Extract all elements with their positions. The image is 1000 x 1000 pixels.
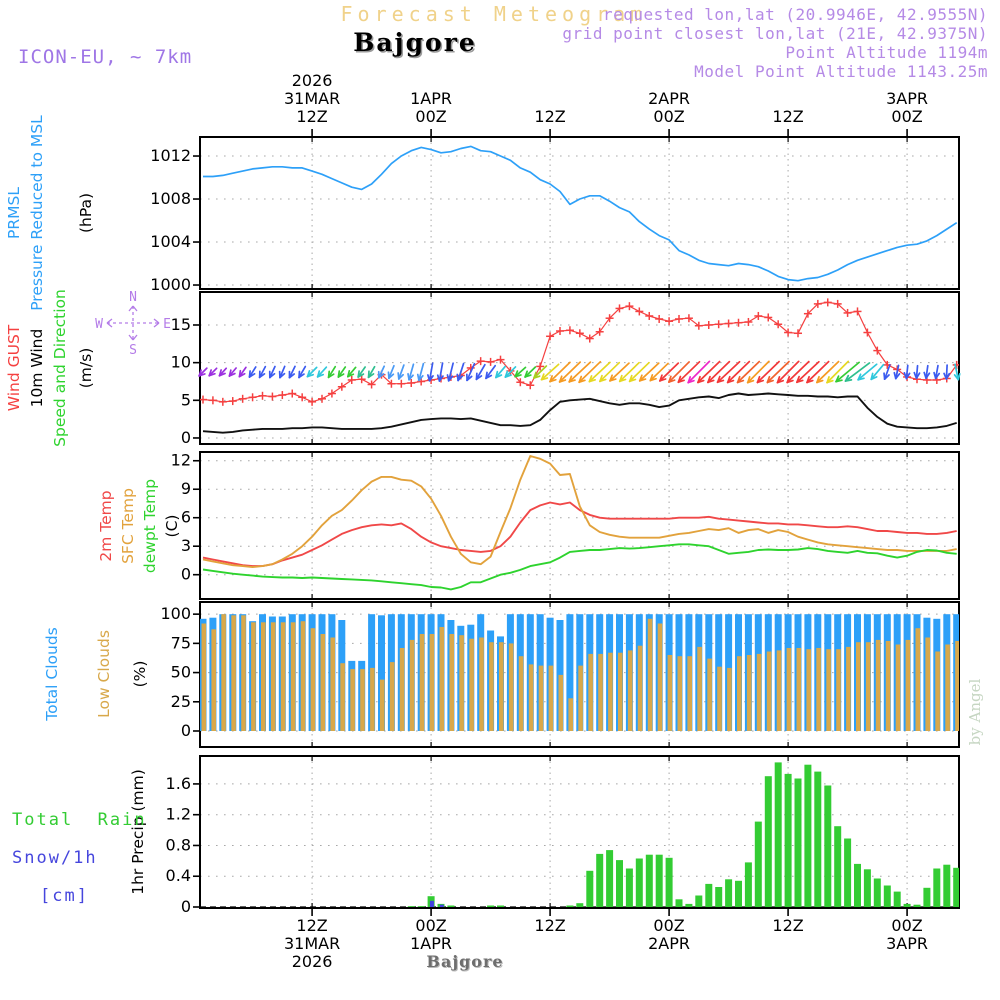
compass-north-label: N bbox=[129, 290, 137, 305]
bottom-date-label: 1APR bbox=[410, 934, 452, 953]
speed-direction-label: Speed and Direction bbox=[51, 289, 69, 447]
temperature-panel: 0 3 6 9 12 bbox=[171, 451, 960, 600]
top-date-label: 31MAR bbox=[284, 89, 340, 108]
percent-unit-label: (%) bbox=[131, 660, 149, 688]
prmsl-line bbox=[203, 145, 958, 282]
top-hour-label: 12Z bbox=[772, 107, 803, 126]
precip-y-tick-label: 0.4 bbox=[166, 866, 191, 885]
hpa-unit-label: (hPa) bbox=[77, 192, 95, 234]
top-year-label: 2026 bbox=[292, 71, 333, 90]
requested-coords-label: requested lon,lat (20.9946E, 42.9555N) bbox=[602, 5, 988, 24]
pressure-y-tick-label: 1004 bbox=[150, 232, 191, 251]
total-rain-label: Total Rain bbox=[12, 810, 147, 830]
10m-wind-line bbox=[202, 392, 957, 434]
temperature-y-tick-label: 12 bbox=[171, 451, 191, 470]
total-clouds-label: Total Clouds bbox=[43, 627, 61, 721]
precip-y-tick-label: 0.8 bbox=[166, 835, 191, 854]
compass-west-label: W bbox=[95, 317, 103, 332]
top-hour-label: 12Z bbox=[296, 107, 327, 126]
compass-south-label: S bbox=[129, 343, 137, 358]
temperature-y-tick-label: 9 bbox=[181, 479, 191, 498]
page-watermark-title: Forecast Meteogram bbox=[340, 2, 648, 26]
prmsl-label: PRMSL bbox=[5, 187, 23, 239]
sfc-temp-label: SFC Temp bbox=[119, 488, 137, 564]
model-label: ICON-EU, ~ 7km bbox=[18, 46, 193, 68]
2m-temp-line bbox=[202, 501, 957, 568]
pressure-y-tick-label: 1008 bbox=[150, 189, 191, 208]
model-altitude-label: Model Point Altitude 1143.25m bbox=[694, 62, 988, 81]
low-clouds-bars bbox=[201, 614, 959, 731]
celsius-unit-label: (C) bbox=[163, 514, 181, 538]
snow-1h-label: Snow/1h bbox=[12, 848, 98, 868]
cm-unit-label: [cm] bbox=[40, 886, 89, 906]
compass-east-label: E bbox=[163, 317, 171, 332]
bottom-date-label: 2APR bbox=[648, 934, 690, 953]
top-date-label: 1APR bbox=[410, 89, 452, 108]
author-watermark: by Angel bbox=[966, 678, 984, 746]
wind-direction-arrows bbox=[198, 360, 961, 384]
wind-10m-label: 10m Wind bbox=[28, 328, 46, 408]
wind-gust-line bbox=[202, 301, 958, 403]
top-date-label: 2APR bbox=[648, 89, 690, 108]
dewpt-temp-label: dewpt Temp bbox=[141, 478, 159, 574]
bottom-year-label: 2026 bbox=[292, 952, 333, 971]
precip-axis-label: 1hr Precip (mm) bbox=[129, 769, 147, 895]
ms-unit-label: (m/s) bbox=[77, 347, 95, 389]
precip-y-tick-label: 1.6 bbox=[166, 774, 191, 793]
pressure-y-tick-label: 1000 bbox=[150, 275, 191, 294]
bottom-hour-label: 12Z bbox=[296, 916, 327, 935]
clouds-y-tick-label: 0 bbox=[181, 721, 191, 740]
bottom-hour-label: 12Z bbox=[772, 916, 803, 935]
bottom-hour-label: 00Z bbox=[891, 916, 922, 935]
top-hour-label: 00Z bbox=[653, 107, 684, 126]
dewpt-temp-line bbox=[202, 543, 957, 591]
bottom-hour-label: 00Z bbox=[415, 916, 446, 935]
gridpoint-coords-label: grid point closest lon,lat (21E, 42.9375… bbox=[562, 24, 988, 43]
precip-y-tick-label: 1.2 bbox=[166, 805, 191, 824]
sfc-temp-line bbox=[202, 455, 957, 569]
gust-plus-markers bbox=[200, 298, 959, 406]
top-hour-label: 00Z bbox=[891, 107, 922, 126]
bottom-hour-label: 00Z bbox=[653, 916, 684, 935]
precip-y-tick-label: 0 bbox=[181, 897, 191, 916]
bottom-hour-label: 12Z bbox=[534, 916, 565, 935]
temperature-y-tick-label: 6 bbox=[181, 508, 191, 527]
clouds-y-tick-label: 75 bbox=[171, 633, 191, 652]
temperature-y-tick-label: 0 bbox=[181, 565, 191, 584]
wind-y-tick-label: 0 bbox=[181, 428, 191, 447]
point-altitude-label: Point Altitude 1194m bbox=[785, 43, 988, 62]
wind-gust-label: Wind GUST bbox=[5, 324, 23, 412]
top-hour-label: 12Z bbox=[534, 107, 565, 126]
clouds-y-tick-label: 50 bbox=[171, 663, 191, 682]
top-hour-label: 00Z bbox=[415, 107, 446, 126]
bottom-date-label: 3APR bbox=[886, 934, 928, 953]
wind-y-tick-label: 5 bbox=[181, 390, 191, 409]
compass-rose: N S W E bbox=[95, 290, 171, 358]
clouds-y-tick-label: 100 bbox=[160, 604, 191, 623]
bottom-date-label: 31MAR bbox=[284, 934, 340, 953]
top-date-label: 3APR bbox=[886, 89, 928, 108]
wind-y-tick-label: 15 bbox=[171, 315, 191, 334]
station-title: Bajgore bbox=[353, 28, 477, 57]
pressure-reduced-label: Pressure Reduced to MSL bbox=[28, 115, 46, 311]
pressure-panel: 1000 1004 1008 1012 bbox=[150, 136, 960, 294]
pressure-y-tick-label: 1012 bbox=[150, 146, 191, 165]
clouds-y-tick-label: 25 bbox=[171, 692, 191, 711]
snow-1h-cm--bars bbox=[429, 900, 444, 907]
temperature-y-tick-label: 3 bbox=[181, 536, 191, 555]
footer-station-title: Bajgore bbox=[426, 952, 504, 971]
wind-y-tick-label: 10 bbox=[171, 353, 191, 372]
total-rain-bars bbox=[407, 762, 959, 907]
temp-2m-label: 2m Temp bbox=[97, 490, 115, 562]
low-clouds-label: Low Clouds bbox=[95, 630, 113, 718]
